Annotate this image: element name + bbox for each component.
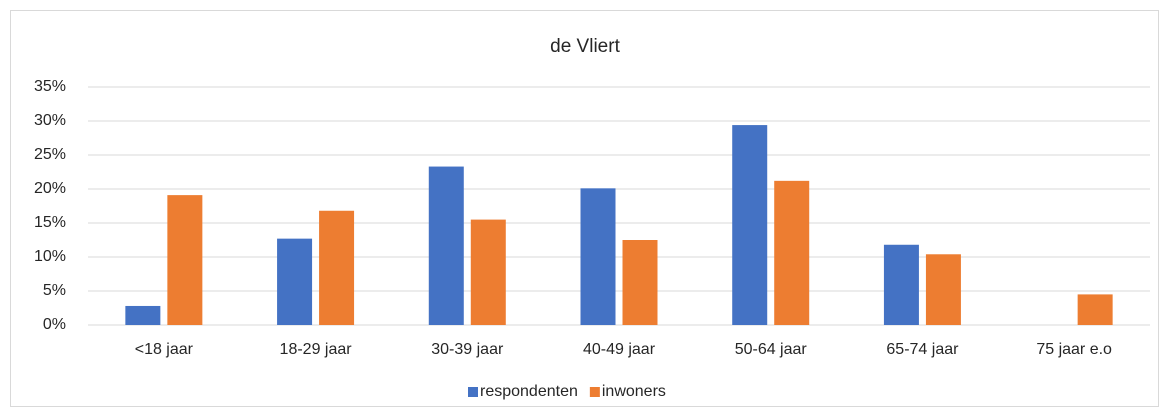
y-tick-label: 5% bbox=[43, 282, 66, 299]
x-tick-label: 65-74 jaar bbox=[886, 341, 959, 358]
x-tick-label: 30-39 jaar bbox=[431, 341, 504, 358]
bar bbox=[732, 125, 768, 325]
bar bbox=[125, 305, 161, 325]
bar bbox=[925, 254, 961, 325]
y-tick-label: 10% bbox=[34, 248, 66, 265]
y-tick-label: 25% bbox=[34, 146, 66, 163]
bar bbox=[774, 180, 810, 325]
y-tick-label: 20% bbox=[34, 180, 66, 197]
legend-swatch bbox=[589, 387, 600, 397]
chart-title: de Vliert bbox=[550, 36, 620, 57]
bar bbox=[277, 238, 313, 325]
bar bbox=[428, 166, 464, 325]
y-tick-label: 15% bbox=[34, 214, 66, 231]
legend-label: inwoners bbox=[602, 383, 666, 400]
legend-swatch bbox=[468, 387, 478, 397]
bar bbox=[167, 195, 203, 325]
bar bbox=[1077, 294, 1113, 325]
y-tick-label: 35% bbox=[34, 78, 66, 95]
x-tick-label: 18-29 jaar bbox=[280, 341, 353, 358]
x-tick-label: <18 jaar bbox=[135, 341, 194, 358]
x-tick-label: 75 jaar e.o bbox=[1036, 341, 1112, 358]
x-tick-label: 50-64 jaar bbox=[735, 341, 808, 358]
bar bbox=[580, 188, 616, 325]
y-tick-label: 0% bbox=[43, 316, 66, 333]
bar bbox=[883, 244, 919, 325]
y-tick-label: 30% bbox=[34, 112, 66, 129]
bar bbox=[622, 240, 658, 325]
bar bbox=[470, 219, 506, 325]
x-tick-label: 40-49 jaar bbox=[583, 341, 656, 358]
bar bbox=[319, 210, 355, 325]
legend-label: respondenten bbox=[480, 383, 578, 400]
